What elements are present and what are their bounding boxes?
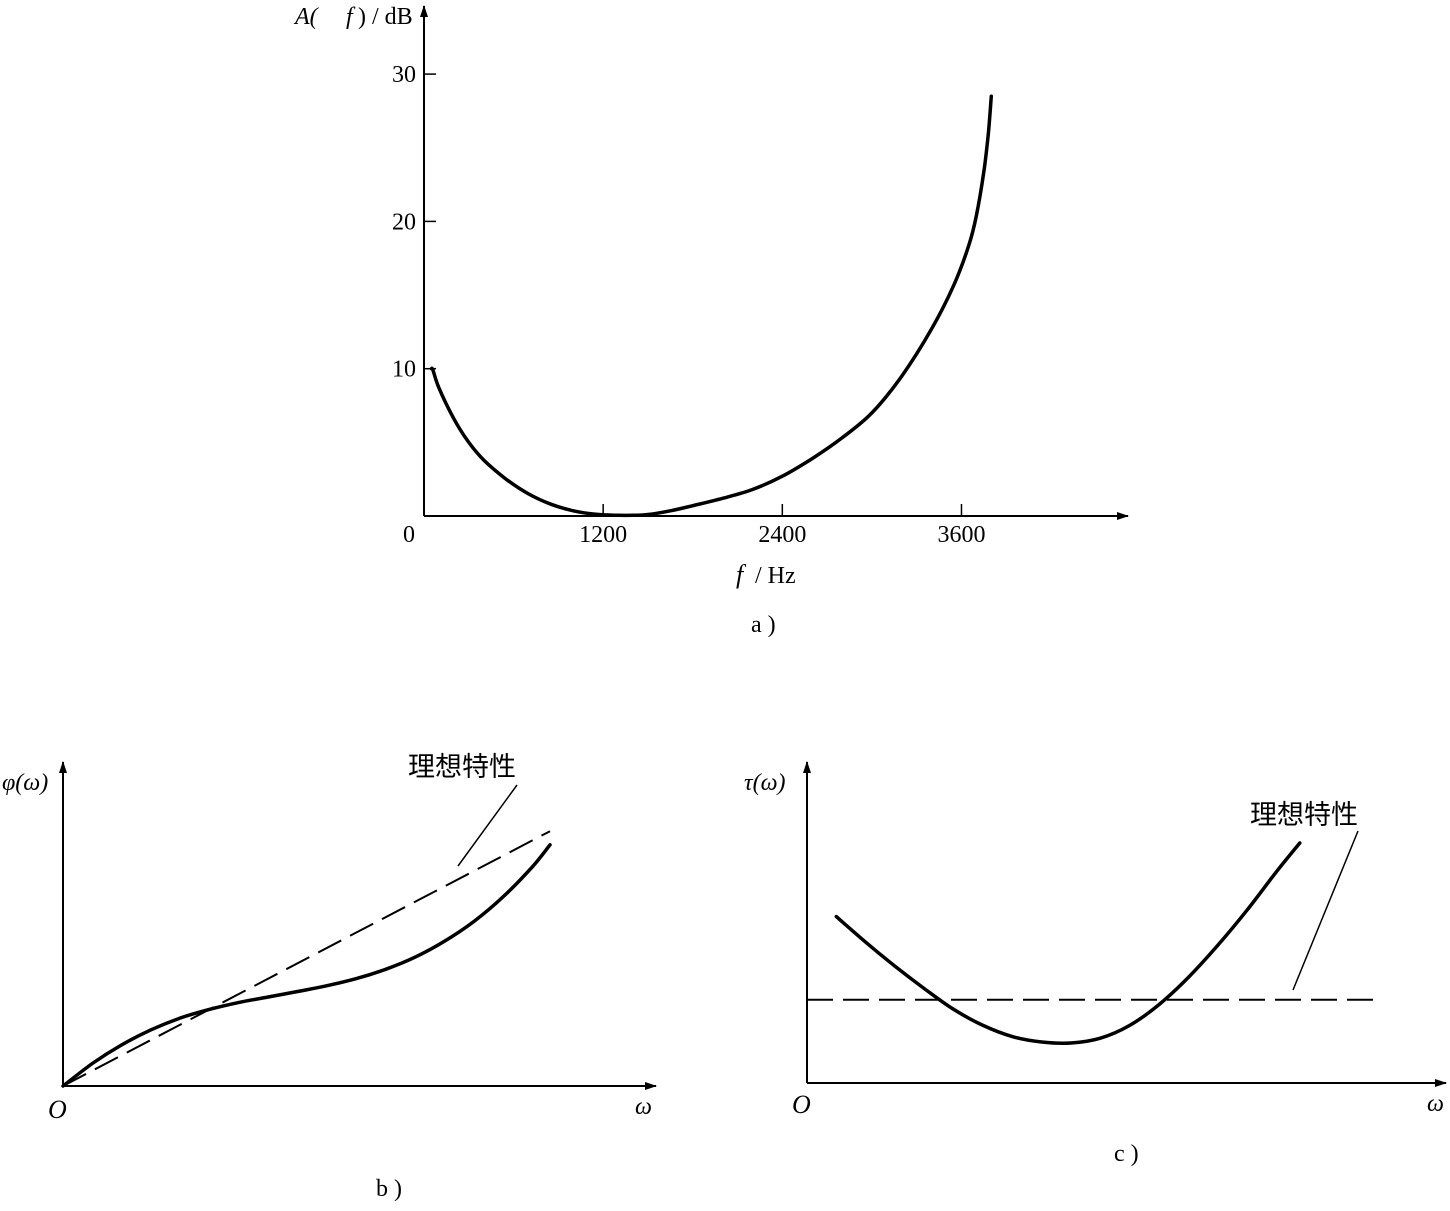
- chart-b: φ(ω) ω O 理想特性 b ): [2, 752, 657, 1202]
- chart-a-origin-label: 0: [403, 522, 415, 548]
- chart-c-annotation: 理想特性: [1250, 800, 1358, 831]
- chart-c: τ(ω) ω O 理想特性 c ): [744, 761, 1447, 1167]
- chart-c-annotation-leader: [1292, 830, 1359, 991]
- chart-b-origin-label: O: [48, 1095, 67, 1124]
- chart-b-panel-label: b ): [376, 1176, 402, 1202]
- chart-a-xticks: 1200 2400 3600: [579, 504, 985, 548]
- chart-a-panel-label: a ): [751, 612, 776, 638]
- chart-b-annotation: 理想特性: [408, 752, 516, 783]
- chart-a-xtick-label: 3600: [937, 522, 985, 548]
- chart-a-xtick-label: 2400: [758, 522, 806, 548]
- chart-a-ylabel-suffix: ) / dB: [358, 4, 413, 30]
- chart-a-ylabel-prefix: A(: [293, 4, 320, 30]
- chart-c-origin-label: O: [792, 1090, 811, 1119]
- chart-b-xlabel: ω: [635, 1094, 652, 1120]
- chart-a-yticks: 10 20 30: [392, 62, 436, 383]
- chart-a-ytick-label: 10: [392, 357, 416, 383]
- chart-a-ytick-label: 30: [392, 62, 416, 88]
- chart-c-actual-curve: [834, 841, 1302, 1046]
- chart-b-annotation-leader: [457, 784, 518, 867]
- chart-a-xlabel-unit: / Hz: [755, 563, 796, 589]
- chart-b-ylabel: φ(ω): [2, 770, 48, 796]
- chart-a: A( f ) / dB 10 20 30 1200 2400 3600 0 f / Hz…: [293, 4, 1129, 638]
- chart-a-series-line: [429, 94, 994, 518]
- chart-c-panel-label: c ): [1114, 1141, 1139, 1167]
- chart-c-xlabel: ω: [1427, 1091, 1444, 1117]
- chart-b-actual-curve: [61, 843, 552, 1088]
- chart-a-xtick-label: 1200: [579, 522, 627, 548]
- chart-a-ylabel-var: f: [346, 4, 356, 30]
- chart-c-ylabel: τ(ω): [744, 770, 786, 796]
- chart-a-ytick-label: 20: [392, 209, 416, 235]
- chart-b-ideal-dashed-line: [62, 830, 551, 1087]
- chart-a-xlabel-var: f: [736, 560, 747, 589]
